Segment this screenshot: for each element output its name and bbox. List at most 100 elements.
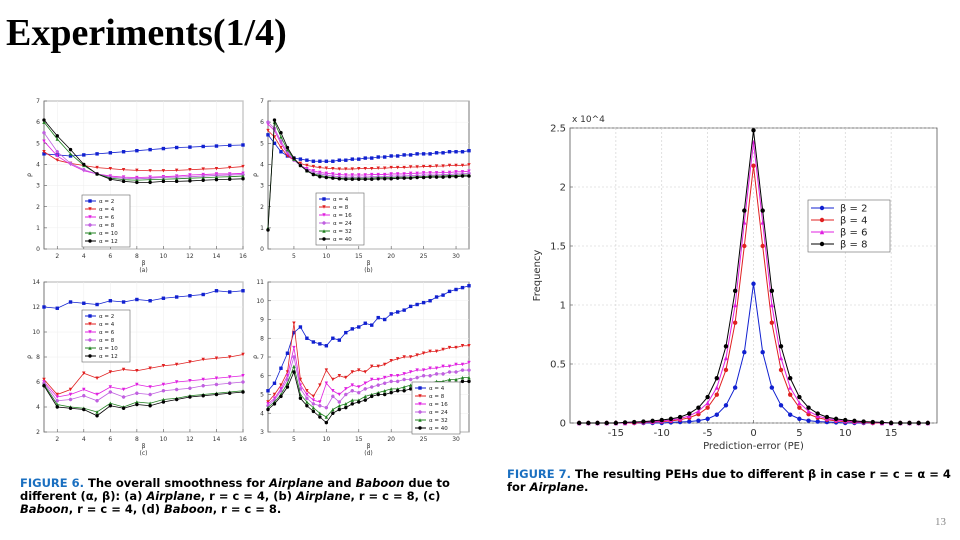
series-group bbox=[42, 118, 245, 185]
y-tick-label: 8 bbox=[36, 354, 40, 361]
data-point bbox=[95, 376, 99, 380]
legend-label: α = 8 bbox=[99, 223, 115, 229]
data-point bbox=[434, 175, 439, 179]
y-tick-label: 7 bbox=[36, 98, 40, 105]
y-tick-label: 14 bbox=[32, 279, 40, 286]
data-point bbox=[188, 168, 192, 172]
x-tick-label: 14 bbox=[213, 436, 221, 443]
data-point bbox=[447, 345, 452, 350]
data-point bbox=[337, 177, 342, 181]
data-point bbox=[441, 372, 445, 376]
data-point bbox=[428, 152, 432, 156]
legend-label: α = 6 bbox=[99, 330, 115, 336]
data-point bbox=[370, 172, 374, 177]
y-tick-label: 5 bbox=[260, 392, 264, 399]
legend-label: α = 32 bbox=[333, 229, 352, 235]
data-point bbox=[241, 390, 245, 394]
data-point bbox=[331, 172, 335, 176]
legend-marker bbox=[819, 217, 825, 223]
data-point bbox=[576, 420, 582, 426]
data-point bbox=[318, 159, 322, 163]
data-point bbox=[42, 150, 46, 154]
data-point bbox=[344, 167, 348, 171]
data-point bbox=[108, 177, 113, 181]
data-point bbox=[415, 375, 419, 380]
data-point bbox=[586, 420, 591, 426]
data-point bbox=[402, 372, 406, 376]
data-point bbox=[298, 157, 303, 161]
data-point bbox=[769, 288, 775, 294]
x-tick-label: 16 bbox=[239, 253, 247, 260]
data-point bbox=[723, 367, 729, 373]
data-point bbox=[228, 165, 232, 170]
data-point bbox=[428, 349, 432, 354]
data-point bbox=[324, 344, 329, 348]
data-point bbox=[161, 146, 166, 151]
y-tick-label: 7 bbox=[260, 98, 264, 105]
data-point bbox=[148, 169, 152, 173]
data-point bbox=[732, 385, 738, 390]
data-point bbox=[266, 407, 270, 412]
data-point bbox=[650, 418, 655, 424]
data-point bbox=[641, 419, 646, 424]
x-tick-label: 4 bbox=[82, 253, 86, 260]
legend-marker bbox=[819, 241, 825, 247]
data-point bbox=[460, 163, 465, 168]
data-point bbox=[188, 294, 192, 298]
data-point bbox=[370, 166, 374, 171]
data-point bbox=[324, 415, 329, 419]
data-point bbox=[402, 355, 406, 359]
data-point bbox=[815, 411, 820, 416]
data-point bbox=[696, 418, 701, 423]
data-point bbox=[266, 389, 270, 393]
x-tick-label: 15 bbox=[885, 428, 898, 439]
y-tick-label: 2 bbox=[560, 183, 566, 194]
data-point bbox=[188, 386, 192, 390]
data-point bbox=[292, 355, 296, 359]
data-point bbox=[454, 170, 458, 174]
data-point bbox=[797, 416, 802, 422]
x-tick-label: 16 bbox=[239, 436, 247, 443]
data-point bbox=[357, 166, 361, 171]
data-point bbox=[174, 380, 179, 384]
x-tick-label: 10 bbox=[323, 253, 331, 260]
data-point bbox=[324, 175, 329, 180]
data-point bbox=[467, 163, 471, 167]
data-point bbox=[214, 166, 219, 171]
series-line bbox=[267, 323, 469, 403]
y-axis-label: Frequency bbox=[532, 250, 543, 302]
data-point bbox=[121, 168, 126, 172]
legend-marker bbox=[322, 237, 326, 241]
data-point bbox=[441, 170, 445, 175]
data-point bbox=[161, 389, 166, 393]
data-point bbox=[55, 392, 59, 397]
data-point bbox=[751, 281, 756, 286]
data-point bbox=[467, 368, 471, 372]
data-point bbox=[402, 389, 406, 393]
legend-label: β = 2 bbox=[840, 204, 867, 215]
data-point bbox=[344, 405, 348, 410]
data-point bbox=[305, 163, 309, 168]
series-group bbox=[42, 289, 245, 310]
series-group bbox=[266, 118, 471, 232]
x-axis-label: Prediction-error (PE) bbox=[703, 441, 804, 452]
x-tick-label: 8 bbox=[135, 436, 139, 443]
data-point bbox=[305, 336, 309, 340]
data-point bbox=[357, 368, 361, 372]
data-point bbox=[161, 400, 166, 404]
data-point bbox=[298, 161, 303, 166]
data-point bbox=[395, 165, 400, 170]
data-point bbox=[108, 166, 113, 171]
data-point bbox=[305, 169, 309, 173]
data-point bbox=[272, 381, 277, 385]
data-point bbox=[723, 344, 729, 349]
legend-marker bbox=[418, 410, 422, 414]
data-point bbox=[42, 305, 46, 309]
data-point bbox=[344, 392, 348, 397]
data-point bbox=[311, 394, 316, 399]
data-point bbox=[311, 398, 316, 402]
data-point bbox=[843, 417, 848, 423]
legend-marker bbox=[88, 314, 92, 318]
data-point bbox=[121, 387, 126, 392]
data-point bbox=[108, 385, 113, 389]
